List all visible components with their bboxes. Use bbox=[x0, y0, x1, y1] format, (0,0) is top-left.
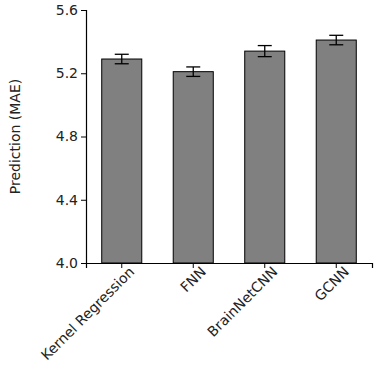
y-axis-title: Prediction (MAE) bbox=[7, 79, 23, 194]
error-bar bbox=[115, 54, 129, 63]
x-tick: FNN bbox=[177, 263, 209, 295]
y-tick-label: 4.0 bbox=[56, 255, 78, 271]
x-tick-label: Kernel Regression bbox=[38, 263, 138, 363]
y-axis-line bbox=[81, 11, 87, 264]
y-tick: 4.8 bbox=[56, 128, 86, 144]
bar bbox=[173, 72, 213, 263]
x-tick-label: BrainNetCNN bbox=[204, 263, 280, 339]
error-cap bbox=[186, 66, 200, 67]
bar bbox=[102, 59, 142, 263]
error-cap bbox=[186, 76, 200, 77]
error-stem bbox=[264, 46, 265, 57]
error-bar bbox=[258, 46, 272, 57]
error-cap bbox=[258, 45, 272, 46]
y-tick-mark bbox=[81, 137, 86, 138]
error-cap bbox=[115, 63, 129, 64]
x-tick: BrainNetCNN bbox=[204, 263, 280, 340]
error-stem bbox=[121, 54, 122, 63]
error-cap bbox=[329, 35, 343, 36]
y-tick: 5.6 bbox=[56, 2, 86, 18]
error-stem bbox=[193, 67, 194, 76]
x-axis: Kernel Regression FNNBrainNetCNN GCNN bbox=[38, 263, 373, 363]
y-tick-mark bbox=[81, 200, 86, 201]
error-cap bbox=[115, 54, 129, 55]
y-tick-label: 5.2 bbox=[56, 65, 78, 81]
bar bbox=[245, 51, 285, 263]
x-tick: GCNN bbox=[311, 263, 352, 304]
plot-area bbox=[102, 35, 357, 263]
y-tick: 5.2 bbox=[56, 65, 86, 81]
y-tick-mark bbox=[81, 10, 86, 11]
y-tick-label: 5.6 bbox=[56, 2, 78, 18]
y-tick-label: 4.4 bbox=[56, 192, 78, 208]
chart: 4.0 4.4 4.8 5.2 5.6 Kernel Regression FNNBrain… bbox=[0, 0, 378, 376]
error-cap bbox=[329, 44, 343, 45]
x-tick-label: FNN bbox=[177, 263, 209, 295]
y-tick-mark bbox=[81, 263, 86, 264]
error-bar bbox=[329, 35, 343, 44]
x-tick-label: GCNN bbox=[311, 263, 352, 304]
y-axis: 4.0 4.4 4.8 5.2 5.6 bbox=[56, 2, 87, 271]
error-stem bbox=[336, 35, 337, 44]
y-tick-mark bbox=[81, 73, 86, 74]
y-tick: 4.4 bbox=[56, 192, 86, 208]
bar bbox=[316, 40, 356, 263]
y-tick: 4.0 bbox=[56, 255, 86, 271]
y-tick-label: 4.8 bbox=[56, 128, 78, 144]
error-cap bbox=[258, 56, 272, 57]
x-tick: Kernel Regression bbox=[38, 263, 138, 363]
error-bar bbox=[186, 67, 200, 76]
